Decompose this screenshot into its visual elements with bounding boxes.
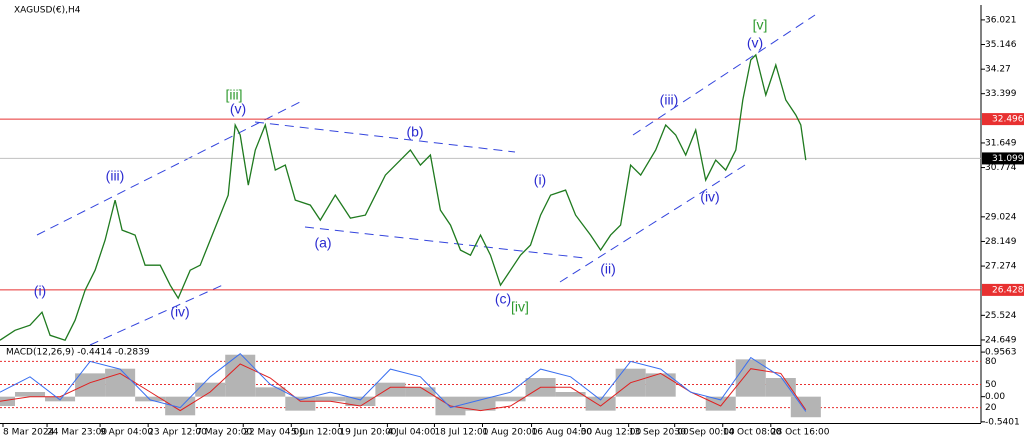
x-tick-label: 24 Mar 23:00	[47, 428, 107, 438]
level-label: 32.496	[992, 115, 1024, 125]
y2-tick-label: 20	[985, 403, 997, 413]
x-tick-label: 19 Jun 20:00	[339, 428, 396, 438]
y-tick-label: 35.146	[985, 40, 1017, 50]
channel-line	[89, 283, 226, 346]
y-tick-label: 33.399	[985, 89, 1017, 99]
x-tick-label: 7 May 20:00	[196, 428, 252, 438]
macd-bar	[285, 396, 316, 411]
y-tick-label: 31.649	[985, 138, 1017, 148]
macd-bar	[645, 373, 676, 397]
channels	[36, 14, 816, 346]
level-tag	[982, 113, 1024, 126]
x-tick-label: 8 Mar 2024	[3, 428, 55, 438]
y-tick-label: 27.274	[985, 262, 1017, 272]
macd-bar	[45, 396, 76, 402]
wave-label: (v)	[747, 35, 763, 51]
channel-line	[254, 121, 516, 153]
price-line	[0, 53, 807, 341]
y-tick-label: 30.774	[985, 163, 1017, 173]
x-tick-label: 18 Jul 12:00	[434, 428, 488, 438]
macd-bar	[165, 396, 196, 416]
last-price-tag	[982, 152, 1024, 165]
wave-label: (iv)	[700, 189, 719, 205]
symbol-title: XAGUSD(€),H4	[14, 6, 81, 16]
macd-bar	[225, 354, 256, 397]
macd-bar	[75, 373, 106, 397]
x-tick-label: 5 Jun 12:00	[291, 428, 343, 438]
wave-label: (ii)	[600, 261, 616, 277]
macd-bar	[345, 396, 376, 406]
y-tick-label: 28.149	[985, 237, 1017, 247]
wave-label: (i)	[34, 283, 46, 299]
y-tick-label: -0.5401	[985, 417, 1020, 427]
macd-bar	[135, 396, 166, 402]
x-tick-label: 13 Sep 20:00	[629, 428, 689, 438]
macd-bar	[765, 378, 796, 397]
macd-bar	[705, 396, 736, 411]
channel-line	[36, 101, 301, 236]
y-tick-label: 24.649	[985, 335, 1017, 345]
macd-bar	[790, 396, 821, 418]
wave-label: (a)	[314, 235, 331, 251]
level-label: 26.428	[992, 285, 1024, 295]
wave-label: (b)	[406, 124, 423, 140]
wave-label: [v]	[753, 17, 768, 33]
last-price-label: 31.099	[992, 154, 1024, 164]
y2-tick-label: 50	[985, 380, 997, 390]
y-tick-label: 25.524	[985, 311, 1017, 321]
y2-tick-label: 80	[985, 357, 997, 367]
level-tag	[982, 283, 1024, 296]
channel-line	[632, 14, 816, 136]
wave-label: (iii)	[660, 92, 679, 108]
macd-bar	[465, 396, 496, 411]
wave-label: (i)	[534, 172, 546, 188]
x-tick-label: 30 Aug 12:00	[581, 428, 642, 438]
wave-label: (iv)	[170, 304, 189, 320]
x-tick-label: 28 Oct 16:00	[771, 428, 830, 438]
macd-bar	[735, 359, 766, 397]
indicator-line	[0, 353, 807, 412]
wave-label: [iii]	[225, 87, 242, 103]
wave-label: (iii)	[106, 168, 125, 184]
indicator-line	[0, 363, 807, 412]
macd-bar	[255, 387, 286, 397]
y-tick-label: 0.9563	[985, 348, 1017, 358]
macd-bar	[585, 396, 616, 411]
macd-bar	[495, 396, 526, 402]
x-tick-label: 14 Oct 08:00	[723, 428, 782, 438]
x-tick-label: 30 Sep 00:00	[675, 428, 735, 438]
macd-bar	[405, 387, 436, 397]
macd-bar	[555, 392, 586, 397]
x-tick-label: 22 May 04:00	[243, 428, 305, 438]
channel-line	[559, 164, 746, 283]
x-tick-label: 23 Apr 12:00	[148, 428, 207, 438]
wave-label: [iv]	[511, 299, 529, 315]
macd-bar	[195, 382, 226, 397]
channel-line	[304, 226, 586, 259]
wave-label: (v)	[230, 101, 246, 117]
x-tick-label: 9 Apr 04:00	[100, 428, 153, 438]
y-tick-label: 0.00	[985, 392, 1005, 402]
wave-label: (c)	[495, 291, 511, 307]
y-tick-label: 29.024	[985, 212, 1017, 222]
y-tick-label: 34.27	[985, 65, 1011, 75]
y-tick-label: 36.021	[985, 15, 1017, 25]
x-tick-label: 4 Jul 04:00	[387, 428, 436, 438]
macd-title: MACD(12,26,9) -0.4414 -0.2839	[6, 348, 150, 358]
macd-bar	[315, 396, 346, 402]
x-tick-label: 16 Aug 04:00	[532, 428, 593, 438]
x-tick-label: 1 Aug 20:00	[482, 428, 537, 438]
macd-bar	[0, 396, 16, 406]
macd-bar	[375, 382, 406, 397]
macd-bar	[15, 392, 46, 397]
